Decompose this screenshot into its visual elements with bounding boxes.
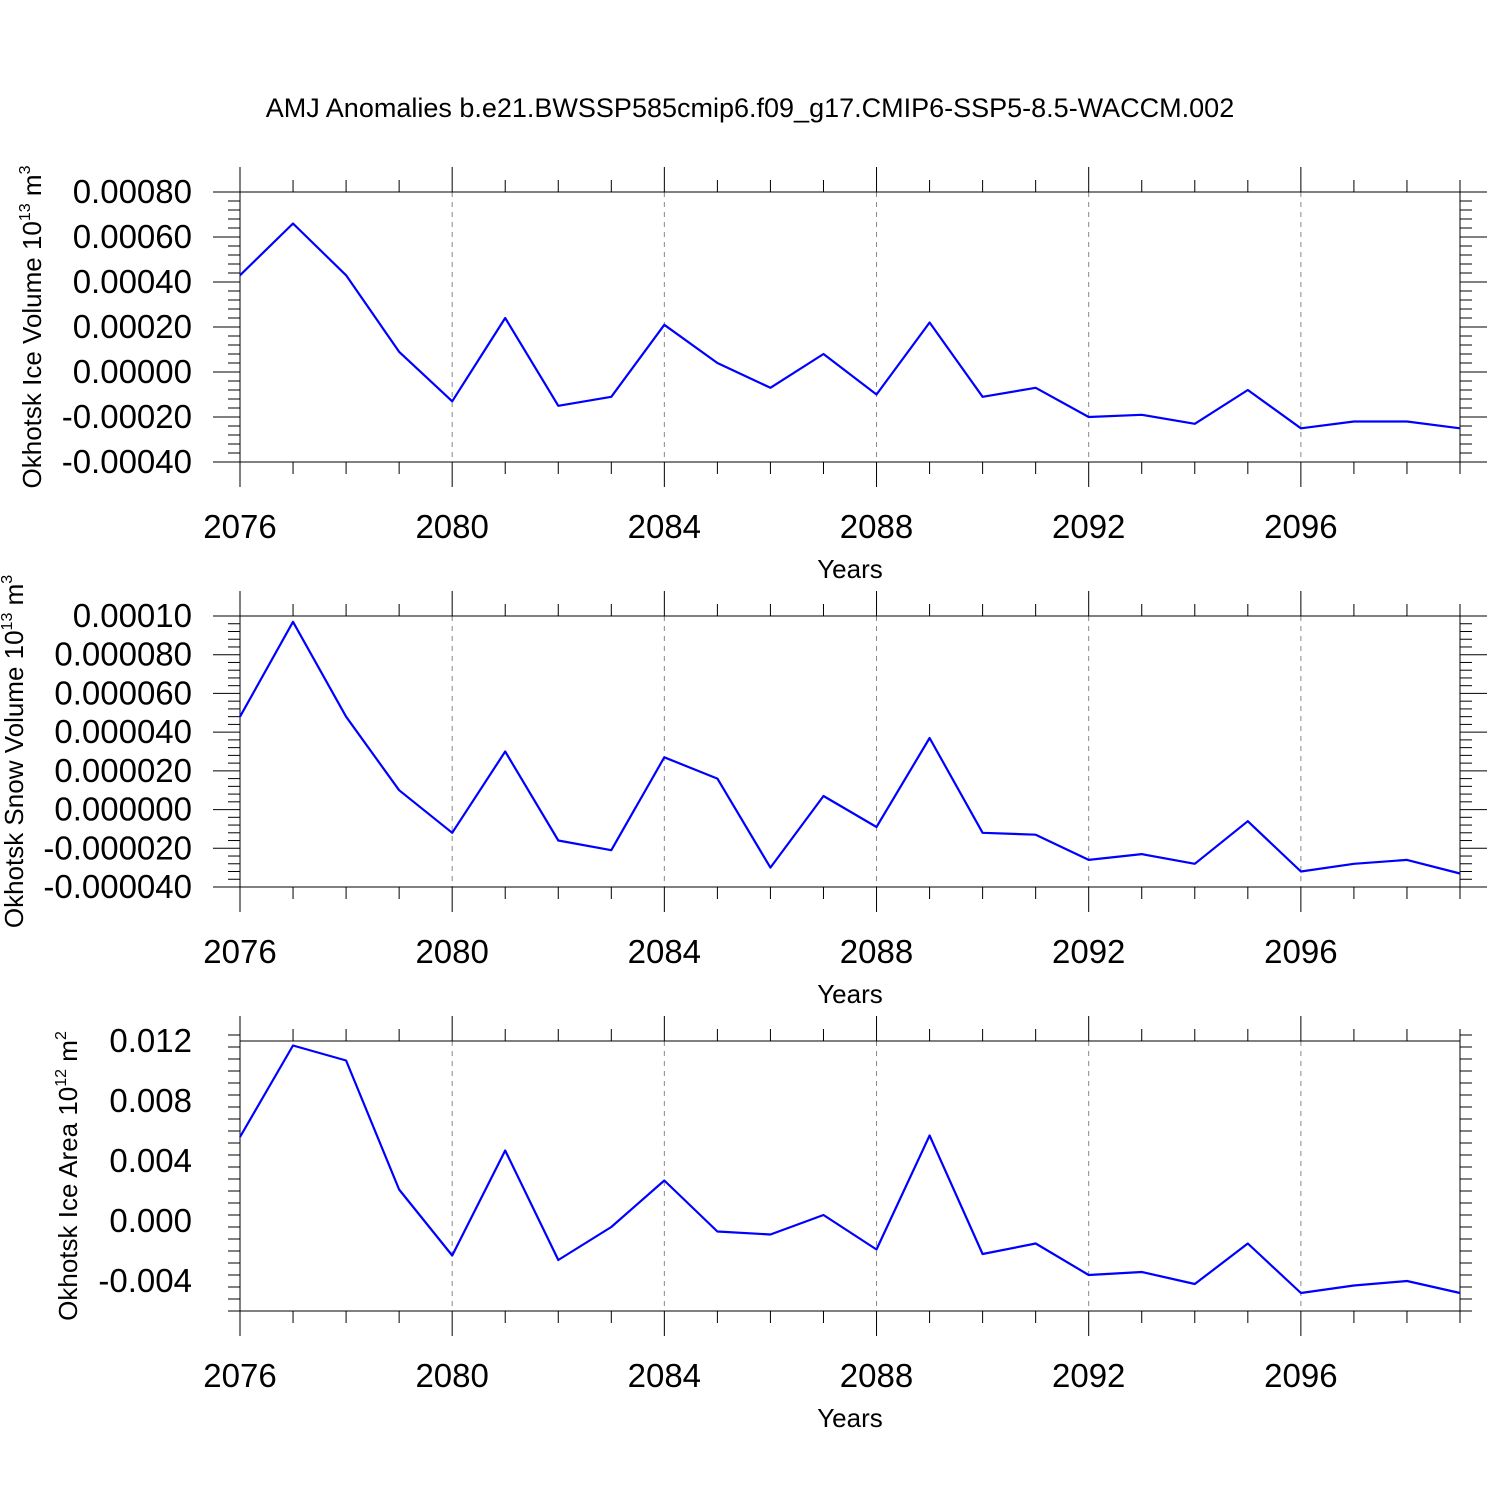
y-axis-title-text: Okhotsk Ice Area 10 [53, 1087, 83, 1321]
chart-title: AMJ Anomalies b.e21.BWSSP585cmip6.f09_g1… [266, 93, 1234, 123]
y-tick-label: -0.004 [98, 1262, 192, 1299]
y-axis-title: Okhotsk Ice Volume 1013 m3 [17, 165, 47, 488]
y-tick-label: 0.00020 [73, 308, 192, 345]
x-tick-label: 2080 [415, 508, 488, 545]
y-tick-label: 0.00040 [73, 263, 192, 300]
y-axis-title-unit-exponent: 2 [53, 1031, 70, 1040]
panel-3: 0.012 0.008 0.004 0.000 -0.004 2076 2080 2084 20… [53, 1016, 1472, 1433]
y-axis-title-unit-exponent: 3 [17, 165, 34, 174]
y-tick-label: -0.000040 [43, 868, 192, 905]
panels-layer: 0.00080 0.00060 0.00040 0.00020 0.00000 -0.00… [0, 165, 1487, 1433]
x-tick-label: 2088 [840, 508, 913, 545]
y-tick-label: 0.000000 [54, 791, 192, 828]
y-axis-title-unit: m [17, 174, 47, 203]
plot-frame [239, 615, 1461, 888]
y-axis-title-text: Okhotsk Ice Volume 10 [17, 221, 47, 488]
x-axis-title: Years [817, 554, 883, 584]
y-tick-label: 0.000 [109, 1202, 192, 1239]
y-axis-title-unit: m [53, 1040, 83, 1069]
x-tick-label: 2084 [628, 1357, 701, 1394]
panel-2: 0.000100.0000800.0000600.0000400.0000200… [0, 575, 1487, 1009]
y-tick-label: 0.00060 [73, 218, 192, 255]
y-tick-label: -0.00020 [62, 398, 192, 435]
y-tick-label: 0.000020 [54, 752, 192, 789]
x-tick-label: 2096 [1264, 508, 1337, 545]
y-tick-label: 0.00000 [73, 353, 192, 390]
y-axis-title-unit: m [0, 584, 29, 613]
plot-frame [239, 191, 1461, 463]
y-tick-label: 0.008 [109, 1082, 192, 1119]
y-axis-title-exponent: 13 [17, 203, 34, 221]
y-tick-label: 0.000060 [54, 674, 192, 711]
x-tick-label: 2076 [203, 1357, 276, 1394]
x-tick-label: 2080 [415, 933, 488, 970]
x-tick-label: 2088 [840, 933, 913, 970]
y-tick-label: 0.00010 [73, 597, 192, 634]
x-tick-label: 2088 [840, 1357, 913, 1394]
x-axis-title: Years [817, 979, 883, 1009]
plot-frame [239, 1040, 1461, 1312]
y-tick-label: -0.000020 [43, 829, 192, 866]
y-axis-title-exponent: 12 [53, 1069, 70, 1087]
y-axis-title-exponent: 13 [0, 613, 16, 631]
y-tick-label: 0.000040 [54, 713, 192, 750]
series-line [239, 222, 1461, 430]
y-tick-label: 0.012 [109, 1022, 192, 1059]
y-tick-label: 0.004 [109, 1142, 192, 1179]
x-tick-label: 2096 [1264, 1357, 1337, 1394]
x-tick-label: 2080 [415, 1357, 488, 1394]
x-tick-label: 2084 [628, 933, 701, 970]
x-axis-title: Years [817, 1403, 883, 1433]
x-tick-label: 2092 [1052, 508, 1125, 545]
panel-1: 0.00080 0.00060 0.00040 0.00020 0.00000 -0.00… [17, 165, 1487, 584]
y-tick-label: 0.000080 [54, 636, 192, 673]
series-line [239, 620, 1461, 875]
series-line [239, 1044, 1461, 1295]
y-tick-label: -0.00040 [62, 443, 192, 480]
y-axis-title-unit-exponent: 3 [0, 575, 16, 584]
x-tick-label: 2092 [1052, 1357, 1125, 1394]
x-tick-label: 2076 [203, 508, 276, 545]
y-tick-label: 0.00080 [73, 173, 192, 210]
x-tick-label: 2076 [203, 933, 276, 970]
x-tick-label: 2096 [1264, 933, 1337, 970]
y-axis-title: Okhotsk Snow Volume 1013 m3 [0, 575, 29, 928]
y-axis-title-text: Okhotsk Snow Volume 10 [0, 630, 29, 928]
x-tick-label: 2084 [628, 508, 701, 545]
x-tick-label: 2092 [1052, 933, 1125, 970]
y-axis-title: Okhotsk Ice Area 1012 m2 [53, 1031, 83, 1321]
